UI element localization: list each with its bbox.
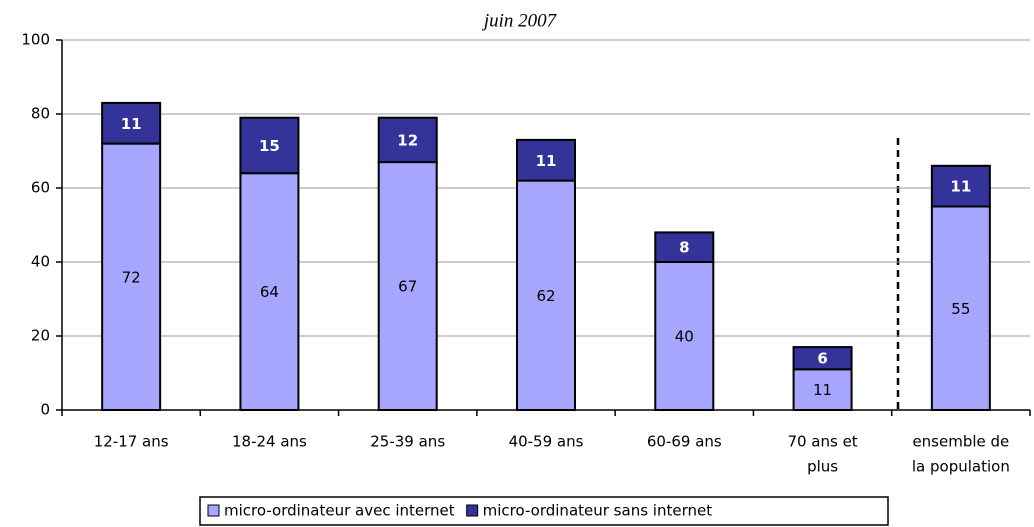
data-label: 11: [121, 115, 142, 133]
y-tick-label: 60: [31, 179, 50, 197]
x-tick-label: 18-24 ans: [232, 433, 307, 451]
x-tick-label: 70 ans et: [787, 433, 857, 451]
data-label: 62: [536, 287, 555, 305]
x-tick-label: 40-59 ans: [509, 433, 584, 451]
bar-segment: [654, 231, 715, 263]
data-label: 6: [817, 350, 827, 368]
bar-segment: [101, 142, 162, 411]
bar-segment: [516, 179, 576, 411]
legend-swatch: [207, 504, 220, 517]
legend-swatch: [466, 504, 479, 517]
legend-label: micro-ordinateur avec internet: [224, 502, 455, 520]
bar-segment: [792, 346, 853, 371]
legend-label: micro-ordinateur sans internet: [483, 502, 713, 520]
data-label: 11: [536, 152, 557, 170]
x-tick-label: 60-69 ans: [647, 433, 722, 451]
bar-segment: [377, 116, 438, 164]
bar-segment: [654, 261, 715, 411]
data-label: 40: [675, 328, 694, 346]
data-label: 12: [397, 131, 418, 149]
bar-segment: [792, 368, 853, 411]
bar-segment: [101, 101, 162, 145]
data-label: 67: [398, 278, 417, 296]
legend-box: [199, 496, 889, 526]
y-tick-label: 0: [40, 401, 50, 419]
x-tick-label: plus: [807, 458, 838, 476]
data-label: 72: [122, 268, 141, 286]
data-label: 55: [951, 300, 970, 318]
data-label: 64: [260, 283, 279, 301]
data-label: 15: [259, 137, 280, 155]
chart-subtitle: juin 2007: [481, 10, 558, 31]
x-tick-label: ensemble de: [912, 433, 1009, 451]
y-tick-label: 100: [21, 31, 50, 49]
bar-segment: [239, 172, 300, 411]
y-tick-label: 80: [31, 105, 50, 123]
bar-segment: [930, 205, 991, 411]
bar-segment: [930, 164, 991, 208]
x-tick-label: 25-39 ans: [370, 433, 445, 451]
data-label: 11: [950, 178, 971, 196]
data-label: 8: [679, 239, 689, 257]
x-tick-label: la population: [912, 458, 1010, 476]
y-tick-label: 40: [31, 253, 50, 271]
bar-segment: [377, 161, 438, 411]
bar-segment: [239, 116, 300, 175]
y-tick-label: 20: [31, 327, 50, 345]
x-tick-label: 12-17 ans: [94, 433, 169, 451]
bar-segment: [516, 138, 576, 182]
data-label: 11: [813, 381, 832, 399]
